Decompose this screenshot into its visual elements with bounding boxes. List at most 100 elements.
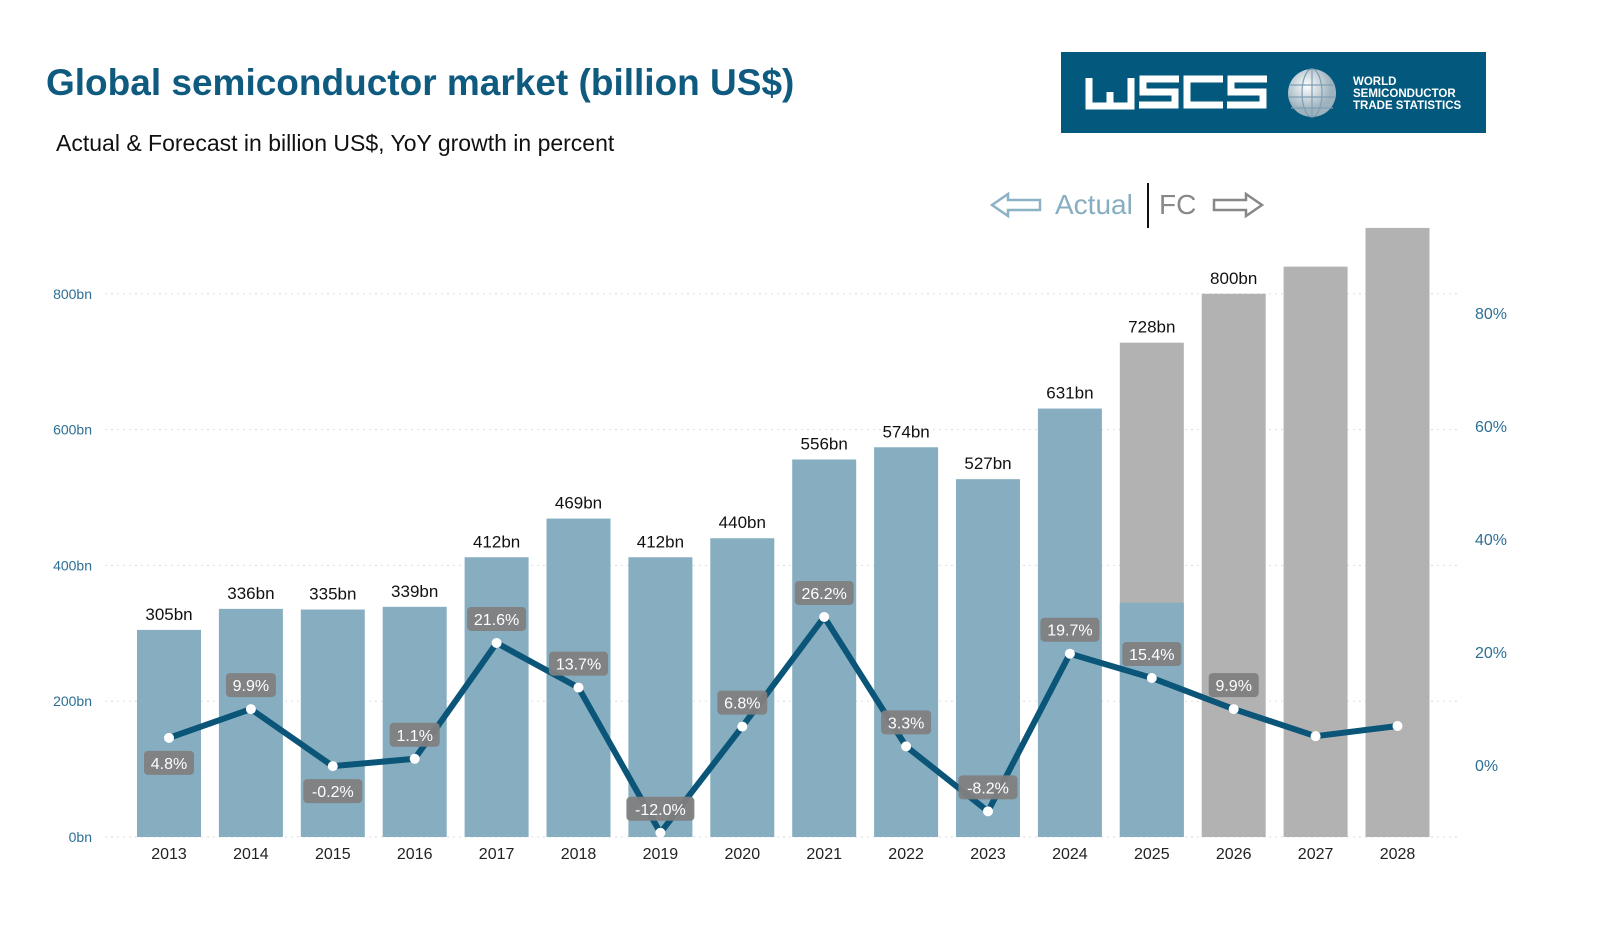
x-tick-label: 2022 <box>888 846 924 863</box>
growth-label: 26.2% <box>802 586 847 603</box>
wsts-logo: WORLD SEMICONDUCTOR TRADE STATISTICS <box>1061 52 1486 133</box>
wsts-logo-graphic: WORLD SEMICONDUCTOR TRADE STATISTICS <box>1085 68 1462 118</box>
x-tick-label: 2014 <box>233 846 269 863</box>
growth-point-2016 <box>409 753 420 764</box>
x-tick-label: 2016 <box>397 846 433 863</box>
bar-value-label: 335bn <box>309 585 356 604</box>
growth-label-box <box>958 775 1018 800</box>
growth-label-box <box>389 722 440 747</box>
bar-value-label: 527bn <box>964 454 1011 473</box>
bar-actual-portion-2025 <box>1119 602 1184 837</box>
x-tick-label: 2019 <box>643 846 679 863</box>
left-tick-label: 400bn <box>53 557 92 573</box>
growth-label: -12.0% <box>635 802 686 819</box>
bar-2026 <box>1201 293 1266 837</box>
logo-line2: SEMICONDUCTOR <box>1353 88 1456 100</box>
growth-label-box <box>1208 673 1259 698</box>
left-tick-label: 600bn <box>53 422 92 438</box>
growth-label: 4.8% <box>151 756 187 773</box>
bar-2020 <box>710 538 775 837</box>
left-tick-label: 800bn <box>53 286 92 302</box>
x-tick-label: 2013 <box>151 846 187 863</box>
x-tick-label: 2015 <box>315 846 351 863</box>
bar-2017 <box>464 557 529 837</box>
growth-label: 9.9% <box>1215 678 1251 695</box>
right-tick-label: 40% <box>1475 532 1507 549</box>
logo-line1: WORLD <box>1353 76 1396 88</box>
growth-label: 3.3% <box>888 715 924 732</box>
bar-value-label: 440bn <box>719 513 766 532</box>
bar-value-label: 412bn <box>473 532 520 551</box>
bar-value-label: 800bn <box>1210 269 1257 288</box>
left-arrow-icon <box>989 191 1042 219</box>
legend-actual: Actual <box>1055 189 1133 220</box>
growth-point-2028 <box>1392 721 1403 732</box>
growth-point-2020 <box>737 721 748 732</box>
growth-label-box <box>881 710 932 735</box>
bar-value-label: 574bn <box>882 422 929 441</box>
growth-point-2021 <box>819 611 830 622</box>
growth-label-box <box>1040 617 1100 642</box>
growth-label-box <box>549 651 608 676</box>
growth-label-box <box>303 779 363 804</box>
growth-point-2022 <box>901 741 912 752</box>
growth-label: -8.2% <box>967 780 1009 797</box>
growth-label: 9.9% <box>233 678 269 695</box>
growth-label-box <box>794 580 854 605</box>
x-tick-label: 2027 <box>1298 846 1334 863</box>
growth-point-2017 <box>491 637 502 648</box>
growth-label: 21.6% <box>474 612 519 629</box>
growth-point-2014 <box>245 704 256 715</box>
x-tick-label: 2028 <box>1380 846 1416 863</box>
right-tick-label: 60% <box>1475 419 1507 436</box>
bar-value-label: 728bn <box>1128 318 1175 337</box>
bar-2028 <box>1365 227 1430 837</box>
x-tick-label: 2023 <box>970 846 1006 863</box>
x-tick-label: 2017 <box>479 846 515 863</box>
growth-label: 13.7% <box>556 657 601 674</box>
bar-2016 <box>382 606 447 837</box>
growth-label-box <box>626 796 695 821</box>
growth-point-2025 <box>1146 672 1157 683</box>
right-tick-label: 0% <box>1475 758 1498 775</box>
bar-value-label: 412bn <box>637 532 684 551</box>
bar-value-label: 631bn <box>1046 384 1093 403</box>
growth-label: 6.8% <box>724 696 760 713</box>
growth-point-2019 <box>655 827 666 838</box>
chart-title: Global semiconductor market (billion US$… <box>46 62 795 103</box>
growth-point-2013 <box>164 732 174 743</box>
growth-label: -0.2% <box>312 784 354 801</box>
right-tick-label: 20% <box>1475 645 1507 662</box>
actual-forecast-legend: Actual FC <box>989 183 1265 228</box>
bar-value-label: 469bn <box>555 494 602 513</box>
growth-label: 19.7% <box>1047 623 1092 640</box>
logo-line3: TRADE STATISTICS <box>1353 100 1462 112</box>
growth-label-box <box>1122 641 1182 666</box>
bar-2027 <box>1283 266 1348 837</box>
growth-point-2027 <box>1310 731 1321 742</box>
growth-label-box <box>467 606 527 631</box>
left-tick-label: 0bn <box>69 829 92 845</box>
chart-subtitle: Actual & Forecast in billion US$, YoY gr… <box>56 130 615 156</box>
bar-value-label: 305bn <box>145 605 192 624</box>
x-tick-label: 2018 <box>561 846 597 863</box>
bar-value-label: 556bn <box>801 434 848 453</box>
x-tick-label: 2021 <box>806 846 842 863</box>
x-tick-label: 2026 <box>1216 846 1252 863</box>
x-tick-label: 2020 <box>725 846 761 863</box>
left-tick-label: 200bn <box>53 693 92 709</box>
growth-point-2015 <box>327 761 338 772</box>
growth-label-box <box>225 673 276 698</box>
growth-label-box <box>717 690 768 715</box>
growth-line <box>168 613 1398 836</box>
right-tick-label: 80% <box>1475 306 1507 323</box>
growth-point-2024 <box>1064 648 1075 659</box>
legend-forecast: FC <box>1159 189 1196 220</box>
growth-point-2026 <box>1228 704 1239 715</box>
growth-point-2018 <box>573 682 584 693</box>
growth-label-box <box>144 750 194 775</box>
bar-value-label: 336bn <box>227 584 274 603</box>
right-arrow-icon <box>1212 191 1265 219</box>
growth-label: 15.4% <box>1129 647 1174 664</box>
